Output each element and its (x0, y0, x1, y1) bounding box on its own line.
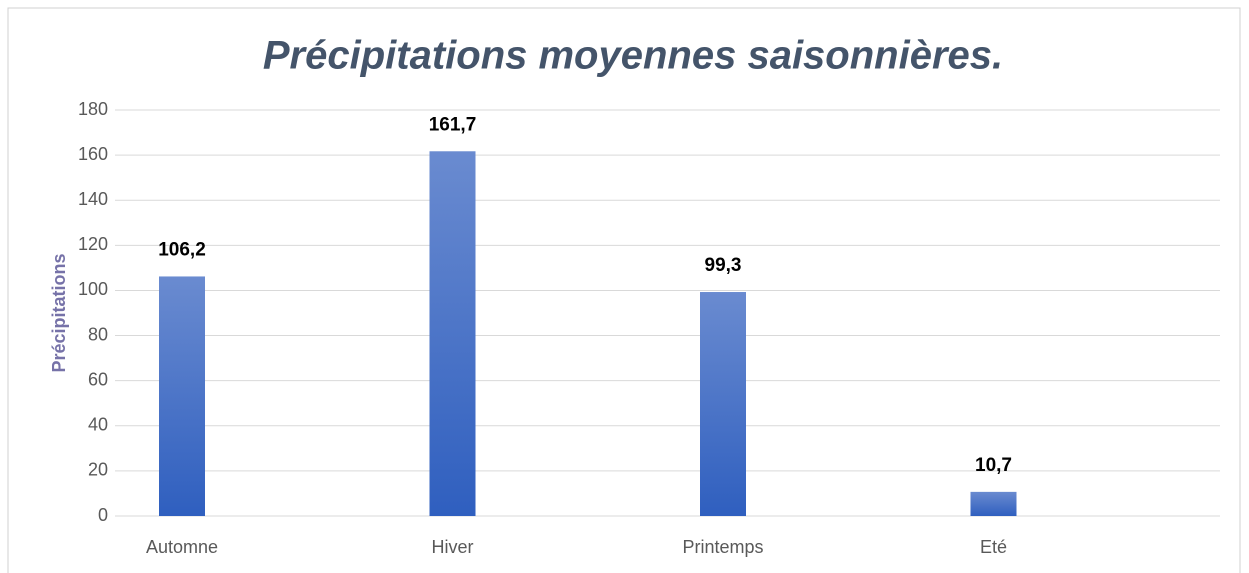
bar (429, 151, 476, 516)
bar (700, 292, 746, 516)
y-tick-label: 0 (98, 505, 108, 525)
y-tick-label: 180 (78, 99, 108, 119)
y-tick-label: 100 (78, 279, 108, 299)
y-tick-label: 20 (88, 460, 108, 480)
bar (970, 491, 1017, 516)
x-tick-label: Automne (146, 537, 218, 557)
y-tick-label: 40 (88, 415, 108, 435)
y-tick-label: 80 (88, 324, 108, 344)
bar (159, 276, 205, 516)
x-tick-label: Printemps (682, 537, 763, 557)
y-tick-label: 140 (78, 189, 108, 209)
data-label: 106,2 (158, 239, 206, 260)
y-axis-label: Précipitations (49, 253, 69, 372)
x-tick-label: Hiver (431, 537, 473, 557)
x-tick-label: Eté (980, 537, 1007, 557)
y-tick-label: 120 (78, 234, 108, 254)
data-label: 10,7 (975, 455, 1012, 476)
chart-title: Précipitations moyennes saisonnières. (263, 34, 1003, 78)
data-label: 161,7 (429, 114, 477, 135)
y-tick-label: 160 (78, 144, 108, 164)
y-tick-label: 60 (88, 369, 108, 389)
data-label: 99,3 (705, 255, 742, 276)
